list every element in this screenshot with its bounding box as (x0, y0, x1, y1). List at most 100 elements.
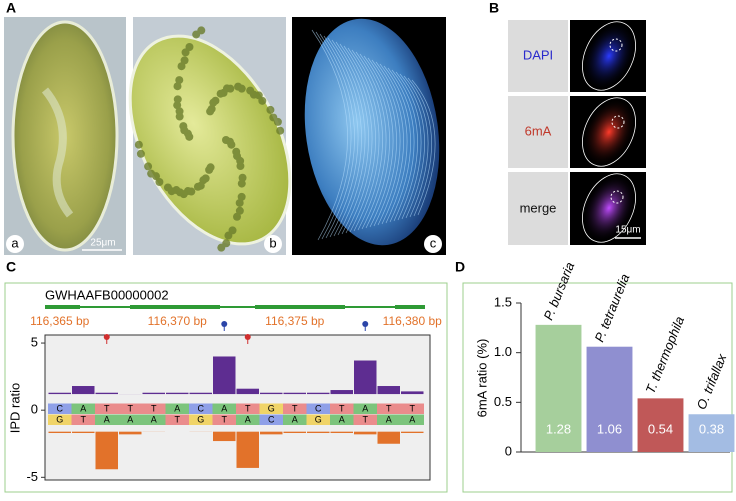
category-label: T. thermophila (643, 314, 688, 396)
value-label: 0.38 (699, 421, 724, 436)
base-letter: T (386, 403, 392, 413)
channel-label: 6mA (525, 123, 552, 138)
badge (424, 235, 442, 253)
base-letter: G (268, 403, 275, 413)
base-box (330, 403, 354, 414)
scale-label: 25μm (90, 238, 115, 249)
channel-label: merge (520, 200, 557, 215)
ipd-plot: 50-5C A T T T A C A T G T C T A T TG T A A A T G T A C A G A T A A116,… (26, 314, 442, 484)
base-box (353, 414, 377, 425)
value-label: 1.28 (546, 421, 571, 436)
base-box (165, 414, 189, 425)
base-letter: A (362, 403, 368, 413)
base-letter: A (386, 414, 392, 424)
base-box (353, 403, 377, 414)
panel-label: B (489, 0, 499, 16)
y-tick-label: 0 (505, 443, 512, 458)
base-box (71, 414, 95, 425)
panel-sublabel: b (269, 235, 276, 250)
contig-track (45, 305, 425, 309)
base-box (259, 414, 283, 425)
position-label: 116,370 bp (148, 314, 207, 328)
base-box (142, 414, 166, 425)
category-label: P. bursaria (541, 260, 578, 322)
base-box (400, 414, 424, 425)
base-box (236, 414, 260, 425)
value-label: 1.06 (597, 421, 622, 436)
base-letter: T (363, 414, 369, 424)
base-letter: A (245, 414, 251, 424)
panel-sublabel: a (11, 235, 19, 250)
base-letter: A (292, 414, 298, 424)
base-letter: A (104, 414, 110, 424)
base-box (142, 403, 166, 414)
base-box (118, 414, 142, 425)
panel-frame (4, 282, 448, 493)
y-tick-label: 5 (31, 334, 38, 349)
category-label: O. trifallax (694, 351, 730, 411)
value-label: 0.54 (648, 421, 673, 436)
base-letter: T (81, 414, 87, 424)
panel-label: C (6, 259, 16, 275)
base-letter: T (339, 403, 345, 413)
scale-label: 15μm (615, 225, 640, 236)
site-marker (362, 321, 369, 327)
base-letter: G (315, 414, 322, 424)
position-label: 116,375 bp (265, 314, 324, 328)
base-box (48, 403, 72, 414)
base-box (95, 403, 119, 414)
base-letter: A (151, 414, 157, 424)
bar (688, 414, 735, 452)
panel-label: D (455, 259, 465, 275)
base-letter: A (127, 414, 133, 424)
panel-sublabel: c (430, 235, 437, 250)
panel-frame (462, 282, 733, 493)
micrograph-a (4, 17, 126, 255)
base-box (283, 414, 307, 425)
y-axis-title: 6mA ratio (%) (474, 339, 489, 418)
micrograph-c (292, 17, 446, 255)
base-letter: T (175, 414, 181, 424)
y-tick-label: 0 (31, 402, 38, 417)
y-tick-label: 1.0 (494, 344, 512, 359)
y-axis-title: IPD ratio (7, 383, 22, 434)
base-letter: A (80, 403, 86, 413)
channel-panels (508, 20, 646, 245)
base-letter: C (268, 414, 275, 424)
base-letter: T (104, 403, 110, 413)
micrograph-b (128, 17, 292, 255)
badge (264, 235, 282, 253)
site-marker (103, 334, 110, 340)
base-box (165, 403, 189, 414)
site-marker (244, 334, 251, 340)
bar (586, 346, 633, 452)
base-box (71, 403, 95, 414)
base-box (377, 403, 401, 414)
bar (637, 398, 684, 452)
y-tick-label: 0.5 (494, 394, 512, 409)
base-box (212, 403, 236, 414)
contig-name: GWHAAFB00000002 (45, 287, 169, 302)
base-box (377, 414, 401, 425)
bar (535, 324, 582, 452)
base-letter: A (221, 403, 227, 413)
panel-label: A (6, 0, 16, 16)
y-tick-label: -5 (26, 469, 38, 484)
base-letter: A (339, 414, 345, 424)
base-letter: T (222, 414, 228, 424)
base-letter: C (198, 403, 205, 413)
base-letter: G (56, 414, 63, 424)
base-box (48, 414, 72, 425)
base-box (95, 414, 119, 425)
base-box (118, 403, 142, 414)
base-box (283, 403, 307, 414)
base-box (306, 414, 330, 425)
base-letter: T (128, 403, 134, 413)
base-letter: C (57, 403, 64, 413)
base-letter: T (151, 403, 157, 413)
base-box (189, 403, 213, 414)
base-letter: A (174, 403, 180, 413)
base-letter: T (245, 403, 251, 413)
